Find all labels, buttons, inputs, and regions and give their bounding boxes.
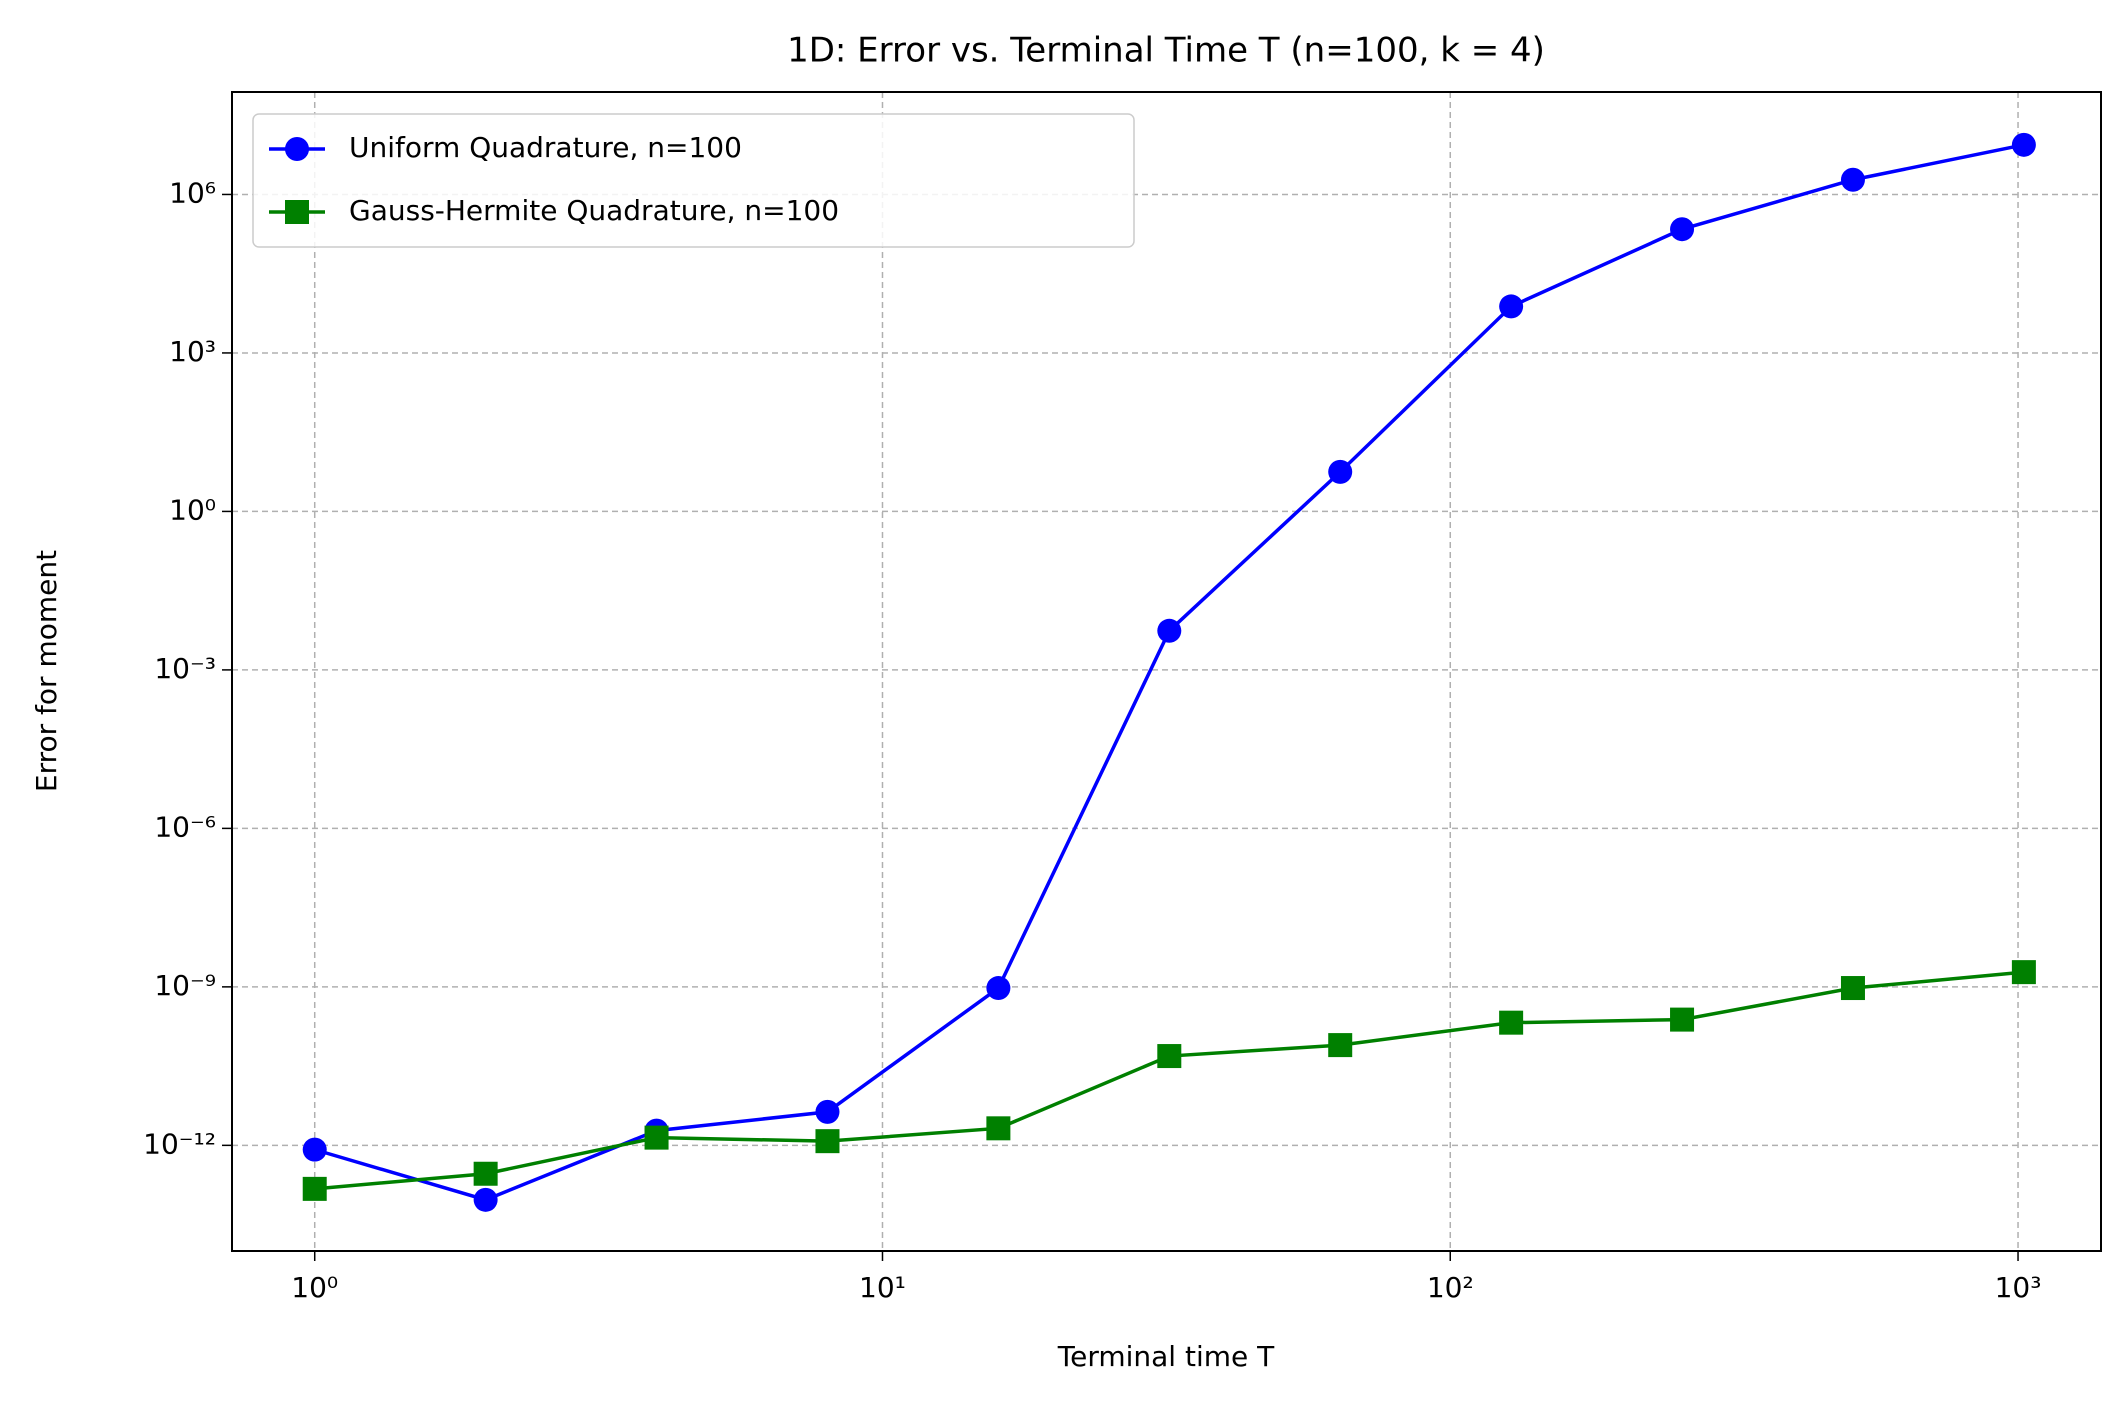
x-tick-label: 10² — [1427, 1271, 1474, 1304]
marker — [644, 1125, 669, 1150]
y-axis-label: Error for moment — [30, 550, 63, 792]
marker — [1670, 1007, 1695, 1032]
x-tick-label: 10¹ — [859, 1271, 906, 1304]
marker — [1499, 294, 1524, 319]
marker — [1328, 1033, 1353, 1058]
legend-label: Gauss-Hermite Quadrature, n=100 — [349, 194, 839, 227]
marker — [473, 1161, 498, 1186]
legend: Uniform Quadrature, n=100 Gauss-Hermite Q… — [252, 113, 1135, 248]
chart-title: 1D: Error vs. Terminal Time T (n=100, k … — [787, 31, 1545, 71]
marker — [2011, 960, 2036, 985]
marker — [815, 1129, 840, 1154]
marker — [285, 200, 309, 224]
marker — [1670, 217, 1695, 242]
y-tick-label: 10⁻⁶ — [154, 810, 216, 843]
y-tick-label: 10⁻¹² — [143, 1127, 216, 1160]
marker — [986, 976, 1011, 1001]
marker — [1840, 167, 1865, 192]
marker — [986, 1116, 1011, 1141]
y-tick-label: 10⁻³ — [154, 652, 216, 685]
marker — [1157, 618, 1182, 643]
legend-box — [252, 113, 1135, 248]
marker — [285, 137, 309, 161]
x-axis-label: Terminal time T — [1057, 1340, 1275, 1373]
x-tick-label: 10⁰ — [291, 1271, 338, 1304]
marker — [302, 1137, 327, 1162]
y-tick-label: 10⁰ — [169, 493, 216, 526]
x-tick-label: 10³ — [1995, 1271, 2042, 1304]
y-tick-label: 10³ — [169, 335, 216, 368]
marker — [2011, 132, 2036, 157]
marker — [1499, 1010, 1524, 1035]
legend-label: Uniform Quadrature, n=100 — [349, 131, 742, 164]
series-line — [314, 143, 2025, 1202]
marker — [1840, 976, 1865, 1001]
marker — [1328, 459, 1353, 484]
series-line — [314, 970, 2025, 1191]
y-tick-label: 10⁶ — [169, 176, 216, 209]
y-tick-label: 10⁻⁹ — [154, 969, 216, 1002]
plot-frame — [231, 91, 2102, 1252]
marker — [473, 1187, 498, 1212]
marker — [1157, 1044, 1182, 1069]
marker — [302, 1176, 327, 1201]
marker — [815, 1099, 840, 1124]
